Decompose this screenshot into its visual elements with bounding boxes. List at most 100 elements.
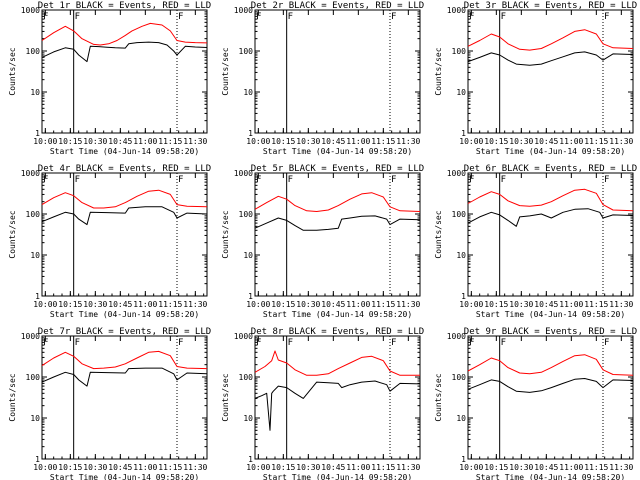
det-1-ytick-label-0: 1 — [35, 129, 40, 138]
det-4-xlabel: Start Time (04-Jun-14 09:58:20) — [50, 310, 199, 319]
det-8-ytick-label-2: 100 — [239, 373, 254, 382]
det-8-ylabel: Counts/sec — [221, 373, 230, 421]
det-3-xtick-label-3: 10:45 — [534, 137, 558, 146]
det-2-xtick-label-5: 11:15 — [371, 137, 395, 146]
det-6-ylabel: Counts/sec — [434, 210, 443, 258]
det-5-ytick-label-0: 1 — [248, 292, 253, 301]
det-6-xtick-label-1: 10:15 — [484, 300, 508, 309]
det-4-flag-label: F — [43, 175, 48, 185]
det-6-series-red — [467, 188, 634, 212]
det-7-ytick-label-3: 1000 — [21, 332, 40, 341]
det-7-xlabel: Start Time (04-Jun-14 09:58:20) — [50, 473, 199, 480]
det-4-xtick-label-4: 11:00 — [133, 300, 157, 309]
det-7-xtick-label-0: 10:00 — [33, 463, 57, 472]
det-8-ytick-label-0: 1 — [248, 455, 253, 464]
det-3-marker-label-1: F — [604, 12, 609, 22]
det-4-ytick-label-0: 1 — [35, 292, 40, 301]
det-8-marker-label-1: F — [391, 338, 396, 348]
det-4-ytick-label-2: 100 — [26, 210, 41, 219]
det-3-marker-label-0: F — [501, 12, 506, 22]
det-5-flag-label: F — [256, 175, 261, 185]
det-4-panel: Det 4r BLACK = Events, RED = LLD 1 10 100 10… — [8, 164, 211, 319]
det-3-xtick-label-2: 10:30 — [509, 137, 533, 146]
det-3-xtick-label-5: 11:15 — [584, 137, 608, 146]
det-5-marker-label-0: F — [288, 175, 293, 185]
det-5-panel: Det 5r BLACK = Events, RED = LLD 1 10 100 10… — [221, 164, 424, 319]
det-9-ytick-label-1: 10 — [456, 414, 466, 423]
det-4-plot-frame — [41, 172, 208, 297]
det-3-plot-frame — [467, 9, 634, 134]
det-1-ytick-label-2: 100 — [26, 47, 41, 56]
det-6-xtick-label-2: 10:30 — [509, 300, 533, 309]
det-4-ytick-label-1: 10 — [30, 251, 40, 260]
det-6-panel: Det 6r BLACK = Events, RED = LLD 1 10 100 10… — [434, 164, 637, 319]
det-1-ytick-label-1: 10 — [30, 88, 40, 97]
det-2-panel: Det 2r BLACK = Events, RED = LLD 1 10 100 10… — [221, 1, 424, 156]
det-6-ytick-label-0: 1 — [461, 292, 466, 301]
det-2-xtick-label-0: 10:00 — [246, 137, 270, 146]
det-9-title: Det 9r BLACK = Events, RED = LLD — [464, 327, 637, 337]
det-2-ytick-label-0: 1 — [248, 129, 253, 138]
det-6-xtick-label-5: 11:15 — [584, 300, 608, 309]
det-7-xtick-label-1: 10:15 — [58, 463, 82, 472]
det-5-marker-label-1: F — [391, 175, 396, 185]
det-5-xtick-label-5: 11:15 — [371, 300, 395, 309]
det-9-xtick-label-2: 10:30 — [509, 463, 533, 472]
det-7-xtick-label-3: 10:45 — [108, 463, 132, 472]
det-4-marker-label-0: F — [75, 175, 80, 185]
det-1-flag-label: F — [43, 12, 48, 22]
det-3-series-red — [467, 29, 634, 51]
det-9-marker-label-1: F — [604, 338, 609, 348]
det-8-xtick-label-6: 11:30 — [396, 463, 420, 472]
det-3-xlabel: Start Time (04-Jun-14 09:58:20) — [476, 147, 625, 156]
det-9-xtick-label-4: 11:00 — [559, 463, 583, 472]
det-9-ytick-label-3: 1000 — [447, 332, 466, 341]
det-1-ylabel: Counts/sec — [8, 47, 17, 95]
det-8-xtick-label-3: 10:45 — [321, 463, 345, 472]
det-6-plot-frame — [467, 172, 634, 297]
det-8-ytick-label-1: 10 — [243, 414, 253, 423]
det-7-xtick-label-2: 10:30 — [83, 463, 107, 472]
det-1-panel: Det 1r BLACK = Events, RED = LLD 1 10 100 10… — [8, 1, 211, 156]
det-5-xtick-label-2: 10:30 — [296, 300, 320, 309]
det-2-xtick-label-4: 11:00 — [346, 137, 370, 146]
det-4-xtick-label-6: 11:30 — [183, 300, 207, 309]
det-8-xtick-label-1: 10:15 — [271, 463, 295, 472]
det-7-ytick-label-1: 10 — [30, 414, 40, 423]
det-5-ytick-label-3: 1000 — [234, 169, 253, 178]
det-8-xtick-label-5: 11:15 — [371, 463, 395, 472]
det-2-xtick-label-1: 10:15 — [271, 137, 295, 146]
det-5-xlabel: Start Time (04-Jun-14 09:58:20) — [263, 310, 412, 319]
det-3-ytick-label-1: 10 — [456, 88, 466, 97]
det-9-xtick-label-1: 10:15 — [484, 463, 508, 472]
det-2-xtick-label-3: 10:45 — [321, 137, 345, 146]
det-1-plot-frame — [41, 9, 208, 134]
det-2-ytick-label-2: 100 — [239, 47, 254, 56]
det-9-xtick-label-0: 10:00 — [459, 463, 483, 472]
det-3-flag-label: F — [469, 12, 474, 22]
det-7-xtick-label-5: 11:15 — [158, 463, 182, 472]
det-1-ytick-label-3: 1000 — [21, 6, 40, 15]
det-1-xtick-label-5: 11:15 — [158, 137, 182, 146]
det-9-ytick-label-2: 100 — [452, 373, 467, 382]
det-9-panel: Det 9r BLACK = Events, RED = LLD 1 10 100 10… — [434, 327, 637, 480]
det-9-plot-frame — [467, 335, 634, 460]
det-6-xtick-label-0: 10:00 — [459, 300, 483, 309]
det-1-series-red — [41, 22, 208, 46]
det-5-series-red — [254, 192, 421, 212]
det-6-xlabel: Start Time (04-Jun-14 09:58:20) — [476, 310, 625, 319]
det-6-flag-label: F — [469, 175, 474, 185]
det-5-ytick-label-2: 100 — [239, 210, 254, 219]
det-5-xtick-label-0: 10:00 — [246, 300, 270, 309]
det-4-marker-label-1: F — [178, 175, 183, 185]
det-9-ytick-label-0: 1 — [461, 455, 466, 464]
det-2-xtick-label-2: 10:30 — [296, 137, 320, 146]
det-1-title: Det 1r BLACK = Events, RED = LLD — [38, 1, 211, 11]
det-7-plot-frame — [41, 335, 208, 460]
det-8-xtick-label-4: 11:00 — [346, 463, 370, 472]
det-5-title: Det 5r BLACK = Events, RED = LLD — [251, 164, 424, 174]
det-4-series-red — [41, 189, 208, 209]
det-4-xtick-label-5: 11:15 — [158, 300, 182, 309]
det-4-xtick-label-0: 10:00 — [33, 300, 57, 309]
det-1-xtick-label-3: 10:45 — [108, 137, 132, 146]
